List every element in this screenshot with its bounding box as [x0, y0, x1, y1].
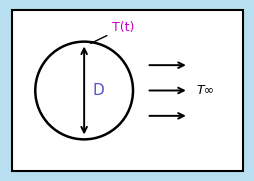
- Circle shape: [35, 42, 133, 139]
- Text: T(t): T(t): [90, 21, 134, 43]
- Text: D: D: [92, 83, 103, 98]
- Text: T∞: T∞: [196, 84, 214, 97]
- Bar: [12, 10, 242, 171]
